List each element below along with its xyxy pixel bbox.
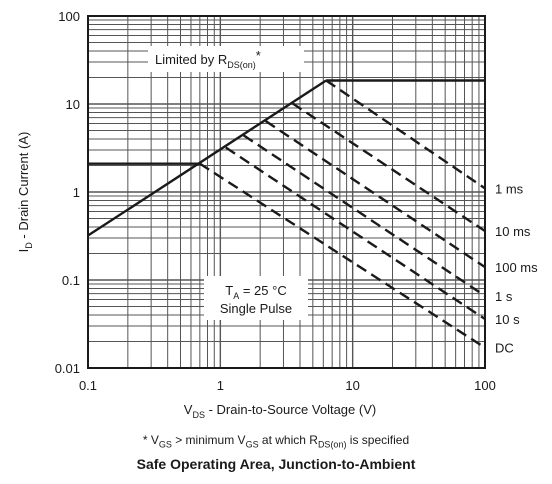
plot-frame <box>87 15 486 369</box>
y-tick-label: 0.1 <box>62 273 80 288</box>
rds-label-box <box>148 46 304 72</box>
x-tick-label: 10 <box>345 378 359 393</box>
y-tick-label: 100 <box>58 9 80 24</box>
pulse-label: Single Pulse <box>220 301 292 316</box>
footnote: * VGS > minimum VGS at which RDS(on) is … <box>142 433 410 450</box>
series-label: 10 ms <box>495 224 531 239</box>
series-line <box>242 134 486 297</box>
series-line <box>199 162 486 349</box>
series-line <box>325 79 486 190</box>
x-tick-label: 0.1 <box>79 378 97 393</box>
series-label: 100 ms <box>495 260 538 275</box>
y-tick-label: 1 <box>73 185 80 200</box>
tick-labels: 0.1 1 10 100 0.01 0.1 1 10 100 <box>55 9 496 393</box>
boundary-line <box>87 79 327 237</box>
x-axis-title: VDS - Drain-to-Source Voltage (V) <box>184 402 376 420</box>
series-line <box>291 102 486 233</box>
conditions-box <box>204 276 308 320</box>
y-tick-label: 10 <box>66 97 80 112</box>
ta-label: TA = 25 °C <box>225 283 286 301</box>
y-axis-title: ID - Drain Current (A) <box>16 132 34 253</box>
chart-caption: Safe Operating Area, Junction-to-Ambient <box>136 456 416 472</box>
x-tick-label: 100 <box>474 378 496 393</box>
series-label: 1 ms <box>495 181 524 196</box>
rds-label: Limited by RDS(on)* <box>155 48 261 70</box>
grid <box>88 16 485 368</box>
series-line <box>225 146 486 321</box>
x-tick-label: 1 <box>217 378 224 393</box>
curves: 1 ms 10 ms 100 ms 1 s 10 s DC <box>87 79 538 356</box>
series-line <box>264 120 486 269</box>
series-label: 1 s <box>495 289 513 304</box>
y-tick-label: 0.01 <box>55 361 80 376</box>
series-label: DC <box>495 341 514 356</box>
series-label: 10 s <box>495 312 520 327</box>
